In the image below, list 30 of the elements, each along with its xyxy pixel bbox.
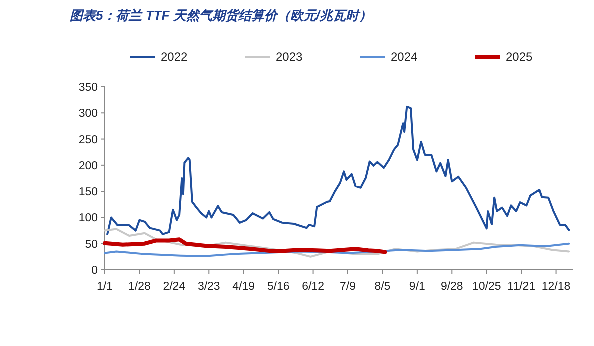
y-tick-label: 200	[78, 160, 98, 172]
line-series	[104, 242, 570, 258]
y-tick-label: 350	[78, 82, 98, 94]
legend-label: 2023	[276, 50, 304, 64]
x-tick-label: 7/9	[340, 281, 356, 293]
x-tick-label: 10/25	[472, 281, 502, 293]
legend-label: 2025	[506, 50, 534, 64]
x-tick-label: 6/12	[302, 281, 324, 293]
x-tick-label: 11/21	[508, 281, 536, 293]
x-tick-label: 1/1	[97, 281, 113, 293]
line-series	[106, 106, 570, 236]
y-tick-label: 250	[78, 134, 98, 146]
x-tick-label: 2/24	[163, 281, 186, 293]
x-tick-label: 5/16	[267, 281, 290, 293]
y-tick-label: 300	[78, 108, 98, 120]
x-tick-label: 9/28	[440, 281, 464, 293]
x-tick-label: 1/28	[128, 281, 151, 293]
y-tick-label: 0	[92, 265, 98, 277]
legend-label: 2022	[161, 50, 188, 64]
legend-label: 2024	[391, 50, 418, 64]
y-tick-label: 50	[85, 238, 98, 251]
x-tick-label: 12/18	[542, 281, 571, 293]
x-tick-label: 9/1	[409, 281, 426, 293]
x-tick-label: 3/23	[198, 281, 220, 293]
x-tick-label: 8/5	[374, 281, 391, 293]
y-tick-label: 100	[78, 212, 98, 225]
line-series	[103, 238, 388, 254]
y-tick-label: 150	[78, 186, 98, 199]
x-tick-label: 4/19	[232, 281, 256, 293]
chart-title: 图表5：荷兰 TTF 天然气期货结算价（欧元/兆瓦时）	[70, 8, 372, 23]
